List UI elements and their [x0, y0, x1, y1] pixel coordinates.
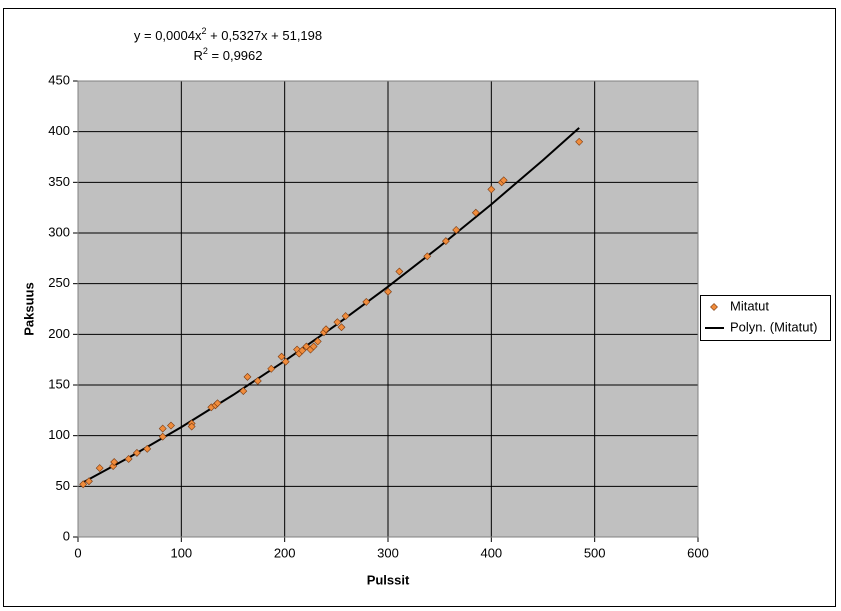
x-tick-label: 0 — [74, 545, 81, 560]
y-tick-label: 150 — [48, 376, 70, 391]
legend-marker — [710, 303, 718, 311]
data-point — [267, 364, 276, 373]
r-squared-sup: 2 — [203, 46, 208, 56]
data-point — [281, 357, 290, 366]
data-point — [158, 432, 167, 441]
data-point — [499, 176, 508, 185]
y-tick-label: 400 — [48, 123, 70, 138]
data-point — [124, 455, 133, 463]
y-tick-label: 100 — [48, 427, 70, 442]
y-tick-label: 300 — [48, 224, 70, 239]
data-point — [313, 337, 322, 346]
data-point — [341, 312, 350, 321]
data-point — [452, 226, 461, 234]
data-point — [253, 377, 262, 385]
y-tick-label: 200 — [48, 326, 70, 341]
x-tick-label: 300 — [377, 545, 399, 560]
y-tick-label: 0 — [63, 528, 70, 543]
data-point — [575, 137, 584, 146]
data-point — [309, 342, 318, 351]
y-tick-label: 50 — [56, 478, 70, 493]
data-point — [333, 318, 342, 327]
data-point — [423, 252, 432, 261]
data-point — [395, 267, 404, 276]
data-point — [95, 464, 104, 473]
legend-label: Polyn. (Mitatut) — [730, 319, 817, 334]
equation-text: + 0,5327x + 51,198 — [206, 28, 322, 43]
data-point — [298, 346, 307, 355]
x-axis-title: Pulssit — [367, 572, 410, 587]
y-tick-label: 250 — [48, 275, 70, 290]
x-tick-label: 200 — [274, 545, 296, 560]
equation-text: y = 0,0004x — [134, 28, 202, 43]
data-point — [337, 323, 346, 332]
equation-sup: 2 — [201, 26, 206, 36]
data-point — [187, 422, 196, 431]
x-tick-label: 500 — [584, 545, 606, 560]
data-point — [85, 477, 93, 486]
x-tick-label: 600 — [687, 545, 709, 560]
legend-label: Mitatut — [730, 298, 769, 313]
x-tick-label: 100 — [170, 545, 192, 560]
r-squared-text: = 0,9962 — [208, 48, 263, 63]
data-point — [384, 287, 392, 296]
data-point — [110, 458, 119, 466]
y-tick-label: 350 — [48, 174, 70, 189]
data-point — [79, 480, 88, 489]
data-point — [143, 444, 152, 453]
data-point — [277, 352, 286, 361]
y-tick-label: 450 — [48, 72, 70, 87]
data-point — [239, 387, 248, 396]
data-point — [441, 237, 450, 246]
r-squared: R2 = 0,9962 — [194, 46, 263, 63]
data-point — [158, 424, 167, 433]
data-point — [322, 325, 330, 334]
data-point — [487, 185, 496, 194]
equation: y = 0,0004x2 + 0,5327x + 51,198 — [134, 26, 322, 43]
legend-box — [700, 295, 831, 341]
data-point — [471, 208, 480, 217]
data-point — [167, 421, 175, 430]
r-squared-text: R — [194, 48, 203, 63]
y-axis-title: Paksuus — [21, 282, 36, 335]
data-point — [362, 297, 371, 306]
data-point — [243, 372, 252, 381]
x-tick-label: 400 — [480, 545, 502, 560]
data-point — [213, 399, 222, 408]
plot-border — [77, 80, 699, 538]
data-point — [132, 448, 141, 457]
